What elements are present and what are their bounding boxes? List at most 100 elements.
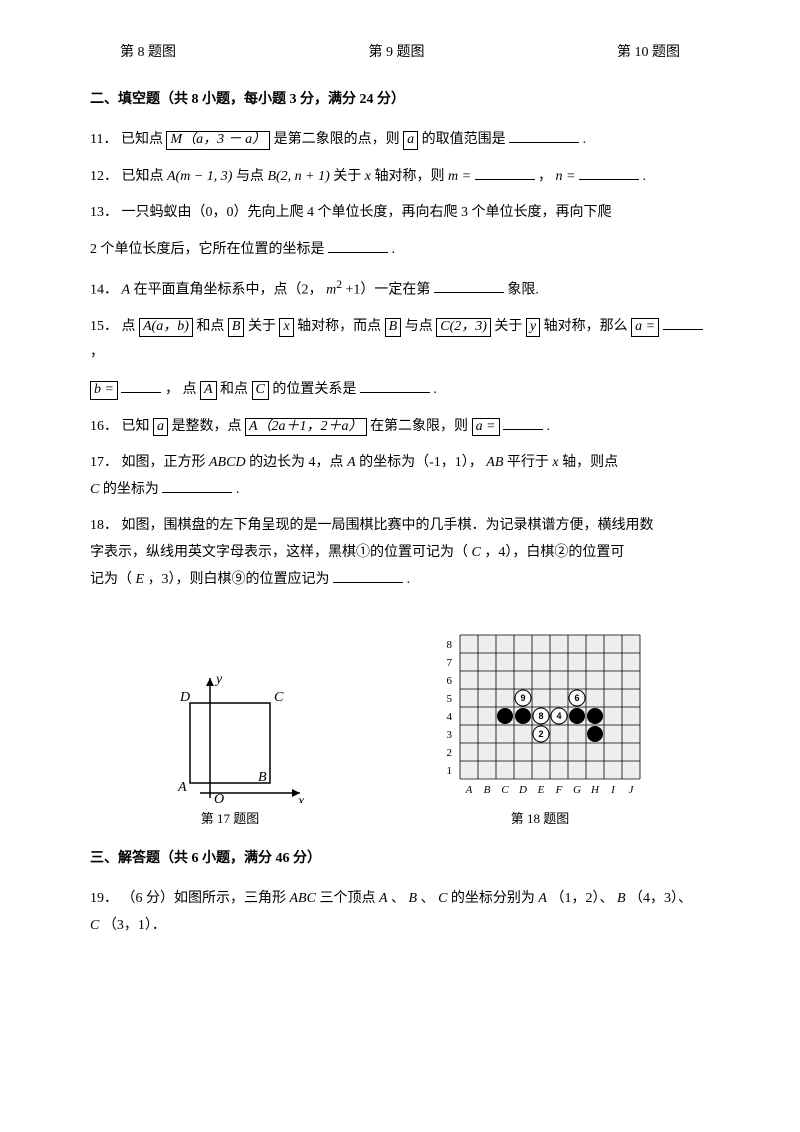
- q15-box1: A(a，b): [139, 318, 193, 337]
- figure-18-svg: 87654321ABCDEFGHIJ98264: [430, 623, 650, 803]
- svg-text:4: 4: [447, 711, 453, 723]
- figure-18: 87654321ABCDEFGHIJ98264 第 18 题图: [430, 623, 650, 832]
- q11-t3: 的取值范围是: [422, 132, 506, 147]
- q15-box2: B: [228, 318, 245, 337]
- svg-text:9: 9: [520, 693, 525, 703]
- q15-t3: 关于: [248, 319, 276, 334]
- svg-text:C: C: [501, 784, 509, 796]
- q19-c2: C: [90, 918, 99, 933]
- fig-label-8: 第 8 题图: [120, 40, 176, 67]
- svg-text:D: D: [518, 784, 527, 796]
- q18-e: E: [136, 572, 145, 587]
- q13-blank: [328, 238, 388, 253]
- q15-blank-a: [663, 315, 703, 330]
- q18-line2b: ，4），白棋②的位置可: [484, 545, 624, 560]
- q15-blank-b: [121, 378, 161, 393]
- section-2-header: 二、填空题（共 8 小题，每小题 3 分，满分 24 分）: [90, 87, 710, 114]
- svg-text:A: A: [465, 784, 473, 796]
- q19-t5: 的坐标分别为: [451, 891, 539, 906]
- q15-t9: ， 点: [165, 382, 197, 397]
- q12-expr2: B(2, n + 1): [267, 169, 329, 184]
- q12-blank2: [579, 165, 639, 180]
- q15-t2: 和点: [196, 319, 224, 334]
- svg-text:7: 7: [447, 657, 453, 669]
- q12-x: x: [365, 169, 371, 184]
- q15-box7: a =: [631, 318, 659, 337]
- svg-text:E: E: [537, 784, 545, 796]
- q18-line3b: ，3），则白棋⑨的位置应记为: [148, 572, 334, 587]
- q11-box1: M（a，3 － a）: [166, 131, 270, 150]
- fig17-x: x: [297, 794, 305, 803]
- q12-t3: 关于: [333, 169, 365, 184]
- q15-box4: B: [385, 318, 402, 337]
- q15-box-line2: b =: [90, 381, 118, 400]
- q13-line2: 2 个单位长度后，它所在位置的坐标是: [90, 242, 325, 257]
- q11-t1: 已知点: [121, 132, 163, 147]
- q15-box8: A: [200, 381, 217, 400]
- figures-row: D C A B O x y 第 17 题图 87654321ABCDEFGHIJ…: [90, 623, 710, 832]
- q15-t7: 轴对称，那么: [544, 319, 628, 334]
- q14-t2: 在平面直角坐标系中，点（2，: [134, 282, 327, 297]
- q17-a: A: [347, 455, 356, 470]
- svg-text:5: 5: [447, 693, 453, 705]
- q15-box3: x: [279, 318, 293, 337]
- q12-n: n =: [556, 169, 576, 184]
- q16-blank: [503, 415, 543, 430]
- q16-box1: a: [153, 418, 168, 437]
- q16-box2: A（2a＋1，2＋a）: [245, 418, 367, 437]
- q19-b: B: [409, 891, 418, 906]
- q12-t5: ，: [538, 169, 556, 184]
- fig-label-9: 第 9 题图: [369, 40, 425, 67]
- fig17-D: D: [179, 690, 190, 705]
- q11-num: 11．: [90, 132, 117, 147]
- svg-text:J: J: [629, 784, 635, 796]
- q15-t1: 点: [122, 319, 136, 334]
- q12-blank1: [475, 165, 535, 180]
- q11-blank: [509, 128, 579, 143]
- q18-t4: .: [407, 572, 411, 587]
- svg-text:G: G: [573, 784, 581, 796]
- q14-expr: m: [326, 282, 336, 297]
- svg-text:2: 2: [447, 747, 453, 759]
- q15-box6: y: [526, 318, 540, 337]
- q18-line2a: 字表示，纵线用英文字母表示，这样，黑棋①的位置可记为（: [90, 545, 468, 560]
- q12-expr1: A(m − 1, 3): [167, 169, 232, 184]
- q12-m: m =: [448, 169, 471, 184]
- fig17-O: O: [214, 792, 224, 803]
- svg-text:6: 6: [574, 693, 579, 703]
- q19-b2: B: [617, 891, 626, 906]
- q14-t3: +1）一定在第: [346, 282, 434, 297]
- svg-text:8: 8: [447, 639, 453, 651]
- q19-t1: （6 分）如图所示，三角形: [122, 891, 290, 906]
- q17-abcd: ABCD: [209, 455, 246, 470]
- q15-box9: C: [252, 381, 269, 400]
- q16-num: 16．: [90, 419, 118, 434]
- q15-num: 15．: [90, 319, 118, 334]
- q17-blank: [162, 478, 232, 493]
- q17-t4: 平行于: [507, 455, 553, 470]
- q12-t6: .: [643, 169, 647, 184]
- q11-t4: .: [583, 132, 587, 147]
- svg-text:F: F: [555, 784, 563, 796]
- svg-text:B: B: [484, 784, 491, 796]
- question-14: 14． A 在平面直角坐标系中，点（2， m2 +1）一定在第 象限.: [90, 274, 710, 304]
- q13-line1: 一只蚂蚁由（0，0）先向上爬 4 个单位长度，再向右爬 3 个单位长度，再向下爬: [122, 205, 612, 220]
- svg-text:H: H: [590, 784, 600, 796]
- q17-t5: 轴，则点: [562, 455, 618, 470]
- q15-t8: ，: [90, 345, 104, 360]
- figure-labels-row: 第 8 题图 第 9 题图 第 10 题图: [90, 40, 710, 67]
- q19-a2: A: [538, 891, 547, 906]
- q18-num: 18．: [90, 518, 118, 533]
- q15-t5: 与点: [405, 319, 433, 334]
- q14-num: 14．: [90, 282, 118, 297]
- svg-text:6: 6: [447, 675, 453, 687]
- q18-line1: 如图，围棋盘的左下角呈现的是一局围棋比赛中的几手棋．为记录棋谱方便，横线用数: [122, 518, 654, 533]
- q18-blank: [333, 568, 403, 583]
- q19-num: 19．: [90, 891, 118, 906]
- q13-t3: .: [392, 242, 396, 257]
- fig18-caption: 第 18 题图: [430, 807, 650, 832]
- q19-t2: 三个顶点: [319, 891, 379, 906]
- fig17-y: y: [214, 672, 223, 687]
- q19-t8: （3，1）．: [103, 918, 166, 933]
- fig17-C: C: [274, 690, 284, 705]
